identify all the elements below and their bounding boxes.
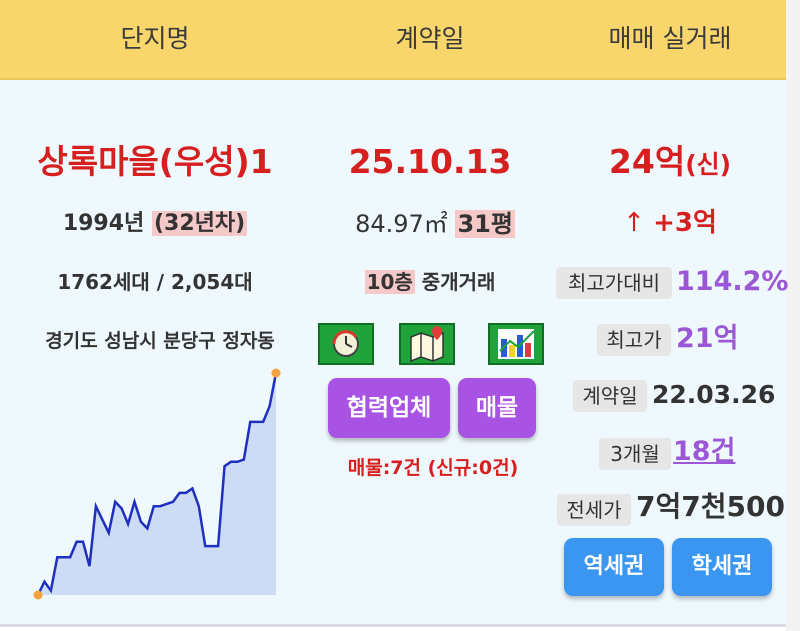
price-history-chart — [33, 368, 281, 600]
area-sqm: 84.97㎡ — [355, 210, 448, 238]
table-header: 단지명 계약일 매매 실거래 — [0, 0, 786, 80]
price-change-value: +3억 — [653, 208, 717, 238]
building-age-badge: (32년차) — [151, 211, 248, 236]
jeonse-label: 전세가 — [557, 494, 631, 526]
school-area-button[interactable]: 학세권 — [672, 538, 772, 596]
chart-end-point — [271, 368, 281, 378]
chart-start-point — [33, 590, 43, 600]
vs-high-label: 최고가대비 — [556, 267, 672, 299]
header-trade-price: 매매 실거래 — [608, 24, 732, 53]
highest-price-label: 최고가 — [597, 324, 671, 356]
map-button[interactable] — [399, 323, 455, 365]
listing-button[interactable]: 매물 — [458, 378, 536, 438]
floor-badge: 10층 — [364, 270, 415, 294]
build-year: 1994년 (32년차) — [20, 207, 290, 241]
bar-chart-trend-icon — [498, 329, 535, 359]
trade-price-value: 24억 — [608, 142, 686, 181]
listing-count: 매물:7건 (신규:0건) — [347, 457, 519, 479]
up-arrow-icon: ↑ — [623, 208, 645, 238]
price-change: ↑ +3억 — [590, 204, 750, 242]
row-divider — [0, 624, 786, 627]
jeonse-value: 7억7천500 — [636, 490, 785, 523]
complex-name[interactable]: 상록마을(우성)1 — [37, 142, 273, 181]
floor-info: 10층 중개거래 — [330, 265, 530, 299]
chart-price-line — [36, 372, 278, 596]
station-area-button[interactable]: 역세권 — [564, 538, 664, 596]
three-month-count-link[interactable]: 18건 — [673, 436, 736, 467]
highest-price-value: 21억 — [676, 323, 739, 354]
households-parking: 1762세대 / 2,054대 — [57, 270, 253, 294]
address: 경기도 성남시 분당구 정자동 — [45, 330, 275, 352]
map-pin-icon — [410, 326, 444, 363]
history-clock-icon — [332, 330, 359, 357]
vs-high-value: 114.2% — [676, 266, 789, 297]
new-tag: (신) — [685, 150, 732, 179]
build-year-value: 1994년 — [62, 211, 145, 236]
deal-type: 중개거래 — [421, 270, 496, 294]
history-button[interactable] — [318, 323, 374, 365]
chart-button[interactable] — [488, 323, 544, 365]
partner-button[interactable]: 협력업체 — [328, 378, 450, 438]
contract-date: 25.10.13 — [348, 142, 512, 181]
high-contract-date-label: 계약일 — [573, 380, 647, 412]
right-edge — [786, 0, 800, 631]
header-contract-date: 계약일 — [395, 24, 465, 53]
three-month-label: 3개월 — [599, 438, 671, 470]
header-complex-name: 단지명 — [120, 24, 190, 53]
area-pyeong: 31평 — [455, 210, 515, 238]
high-contract-date-value: 22.03.26 — [652, 380, 776, 409]
chart-area-fill — [38, 373, 276, 595]
area-info: 84.97㎡ 31평 — [320, 207, 550, 241]
trade-price: 24억(신) — [570, 140, 770, 187]
